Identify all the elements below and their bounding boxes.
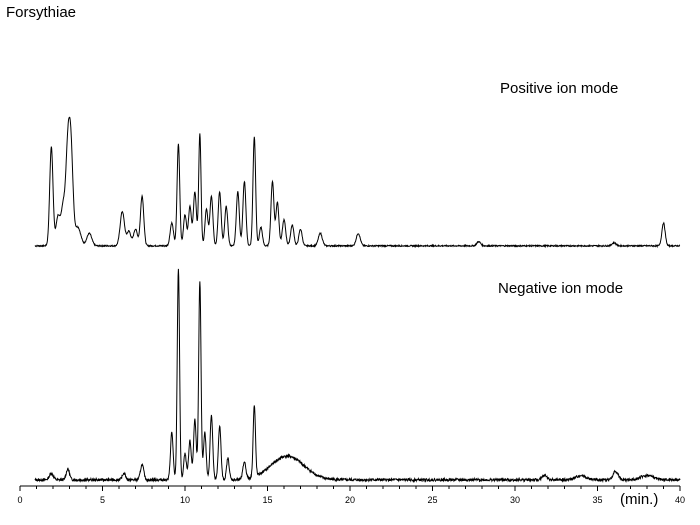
- negative-ion-trace: [34, 268, 681, 483]
- negative-ion-mode-label: Negative ion mode: [498, 280, 624, 297]
- positive-ion-mode-label: Positive ion mode: [500, 80, 619, 97]
- positive-ion-trace: [34, 116, 681, 249]
- x-tick-label: 20: [345, 495, 355, 505]
- chart-title: Forsythiae: [6, 4, 77, 21]
- x-tick-label: 10: [180, 495, 190, 505]
- x-tick-label: 35: [592, 495, 602, 505]
- x-tick-label: 15: [262, 495, 272, 505]
- x-tick-label: 30: [510, 495, 520, 505]
- x-tick-label: 40: [675, 495, 685, 505]
- x-axis-unit-label: (min.): [620, 491, 659, 508]
- x-tick-label: 5: [100, 495, 105, 505]
- x-tick-label: 25: [427, 495, 437, 505]
- x-axis-ticks: 0 5 10 15 20 25 30 35 40: [17, 486, 685, 505]
- x-tick-label: 0: [17, 495, 22, 505]
